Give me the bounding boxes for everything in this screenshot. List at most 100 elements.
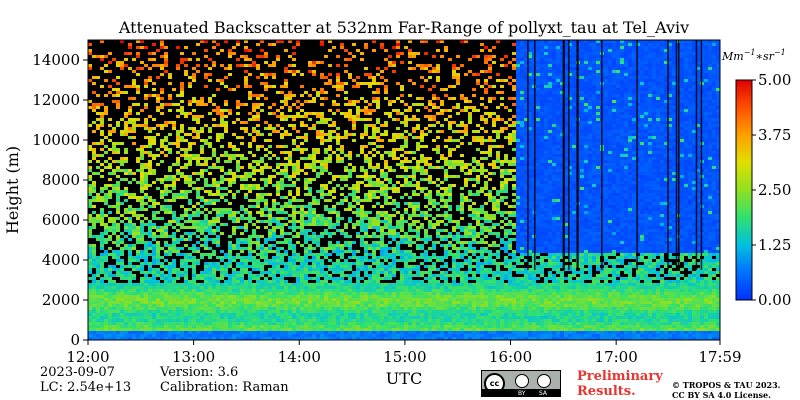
heatmap-cell (252, 136, 256, 139)
heatmap-cell (292, 289, 296, 292)
heatmap-cell (320, 97, 324, 100)
heatmap-cell (256, 244, 260, 247)
heatmap-cell (148, 226, 152, 229)
heatmap-cell (184, 193, 188, 196)
heatmap-cell (196, 307, 200, 310)
heatmap-cell (196, 337, 200, 340)
heatmap-cell (172, 277, 176, 280)
heatmap-cell (256, 307, 260, 310)
heatmap-cell (100, 328, 104, 331)
heatmap-cell (340, 262, 344, 265)
heatmap-cell (200, 130, 204, 133)
heatmap-cell (140, 166, 144, 169)
heatmap-cell (204, 328, 208, 331)
heatmap-cell (320, 319, 324, 322)
heatmap-cell (256, 97, 260, 100)
heatmap-cell (116, 238, 120, 241)
heatmap-cell (160, 301, 164, 304)
heatmap-cell (400, 301, 404, 304)
heatmap-cell (112, 253, 116, 256)
heatmap-cell (144, 307, 148, 310)
heatmap-cell (128, 274, 132, 277)
heatmap-cell (272, 232, 276, 235)
heatmap-cell (196, 262, 200, 265)
heatmap-cell (132, 316, 136, 319)
heatmap-cell (408, 223, 412, 226)
heatmap-cell (320, 250, 324, 253)
heatmap-cell (232, 232, 236, 235)
heatmap-cell (160, 103, 164, 106)
heatmap-cell (216, 238, 220, 241)
heatmap-cell (104, 55, 108, 58)
heatmap-cell (400, 289, 404, 292)
heatmap-cell (104, 145, 108, 148)
heatmap-cell (376, 322, 380, 325)
heatmap-cell (356, 328, 360, 331)
heatmap-cell (132, 256, 136, 259)
heatmap-cell (436, 274, 440, 277)
heatmap-cell (92, 76, 96, 79)
heatmap-cell (364, 217, 368, 220)
heatmap-cell (144, 301, 148, 304)
heatmap-cell (376, 211, 380, 214)
heatmap-cell (276, 307, 280, 310)
heatmap-cell (256, 325, 260, 328)
heatmap-cell (348, 154, 352, 157)
heatmap-cell (388, 235, 392, 238)
heatmap-cell (344, 325, 348, 328)
heatmap-cell (268, 139, 272, 142)
heatmap-cell (148, 289, 152, 292)
heatmap-cell (116, 199, 120, 202)
heatmap-cell (260, 40, 264, 43)
heatmap-cell (240, 241, 244, 244)
heatmap-cell (344, 292, 348, 295)
heatmap-cell (348, 283, 352, 286)
heatmap-cell (376, 307, 380, 310)
heatmap-cell (160, 304, 164, 307)
heatmap-cell (356, 310, 360, 313)
heatmap-cell (120, 301, 124, 304)
heatmap-cell (192, 259, 196, 262)
heatmap-cell (204, 313, 208, 316)
heatmap-cell (244, 208, 248, 211)
heatmap-cell (216, 316, 220, 319)
heatmap-cell (428, 226, 432, 229)
heatmap-cell (144, 64, 148, 67)
heatmap-cell (144, 274, 148, 277)
heatmap-cell (220, 49, 224, 52)
heatmap-cell (340, 280, 344, 283)
heatmap-cell (296, 190, 300, 193)
heatmap-cell (300, 217, 304, 220)
heatmap-cell (160, 262, 164, 265)
heatmap-cell (380, 286, 384, 289)
heatmap-cell (160, 151, 164, 154)
heatmap-cell (240, 64, 244, 67)
heatmap-cell (380, 235, 384, 238)
heatmap-cell (92, 250, 96, 253)
heatmap-cell (104, 304, 108, 307)
heatmap-cell (436, 235, 440, 238)
heatmap-cell (112, 322, 116, 325)
heatmap-cell (192, 97, 196, 100)
heatmap-cell (312, 319, 316, 322)
heatmap-cell (324, 223, 328, 226)
heatmap-cell (360, 334, 364, 337)
heatmap-cell (212, 64, 216, 67)
heatmap-cell (392, 337, 396, 340)
heatmap-cell (396, 148, 400, 151)
heatmap-cell (124, 277, 128, 280)
heatmap-cell (240, 121, 244, 124)
heatmap-cell (400, 334, 404, 337)
heatmap-cell (400, 52, 404, 55)
heatmap-cell (256, 304, 260, 307)
heatmap-cell (412, 223, 416, 226)
heatmap-cell (428, 196, 432, 199)
heatmap-cell (132, 136, 136, 139)
heatmap-cell (180, 337, 184, 340)
heatmap-cell (344, 226, 348, 229)
heatmap-cell (172, 262, 176, 265)
heatmap-cell (356, 268, 360, 271)
heatmap-cell (204, 310, 208, 313)
heatmap-cell (420, 190, 424, 193)
heatmap-cell (96, 154, 100, 157)
